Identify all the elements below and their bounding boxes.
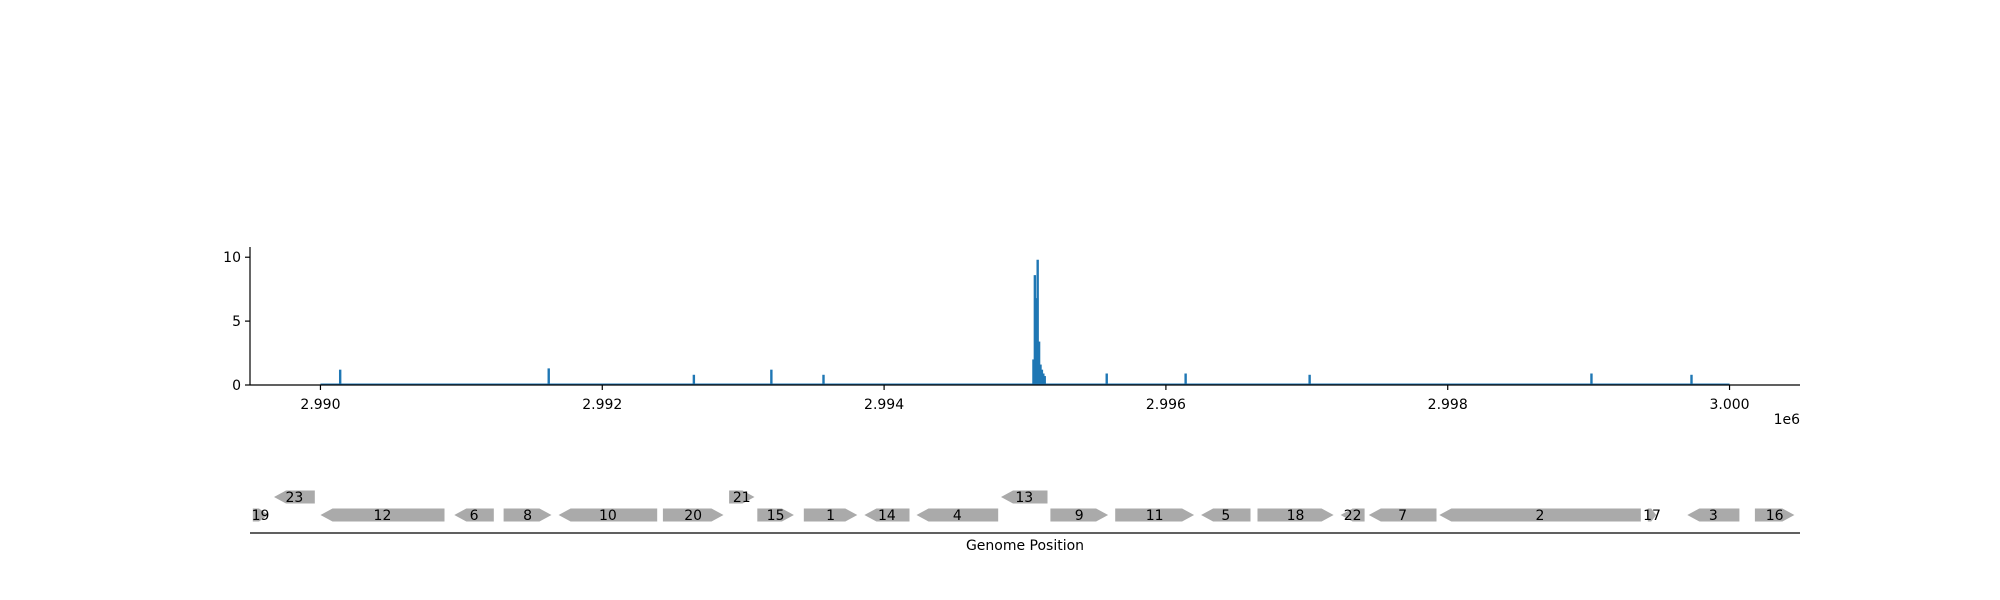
x-tick-label: 3.000: [1709, 397, 1749, 413]
gene-label: 5: [1221, 508, 1230, 524]
gene-label: 12: [374, 508, 392, 524]
gene-label: 17: [1643, 508, 1661, 524]
gene-arrow: [1368, 508, 1437, 522]
gene-feature: 23: [274, 490, 315, 506]
gene-label: 22: [1344, 508, 1362, 524]
gene-feature: 11: [1115, 508, 1195, 524]
y-tick-label: 5: [232, 314, 241, 330]
gene-feature: 21: [729, 490, 755, 506]
gene-arrow: [864, 508, 910, 522]
gene-feature: 22: [1340, 508, 1365, 524]
gene-feature: 18: [1257, 508, 1334, 524]
gene-arrow: [1647, 508, 1657, 522]
gene-arrow: [1439, 508, 1641, 522]
x-tick-label: 2.992: [582, 397, 622, 413]
gene-feature: 1: [803, 508, 858, 524]
gene-label: 1: [826, 508, 835, 524]
gene-label: 23: [285, 490, 303, 506]
gene-feature: 7: [1368, 508, 1437, 524]
gene-arrow: [1115, 508, 1195, 522]
gene-label: 16: [1766, 508, 1784, 524]
gene-feature: 8: [503, 508, 552, 524]
gene-feature: 3: [1687, 508, 1740, 524]
x-tick-label: 2.996: [1146, 397, 1186, 413]
y-tick-label: 10: [223, 250, 241, 266]
gene-features: 19 12 6 8 10 20 15 1 14 4 9 11 5 18 22 7 2 17 3 16 23 21 13: [252, 490, 1795, 524]
gene-label: 10: [599, 508, 617, 524]
gene-label: 6: [470, 508, 479, 524]
gene-feature: 15: [757, 508, 794, 524]
gene-label: 15: [767, 508, 785, 524]
gene-label: 19: [252, 508, 270, 524]
gene-feature: 17: [1643, 508, 1661, 524]
y-tick-label: 0: [232, 378, 241, 394]
gene-map: 19 12 6 8 10 20 15 1 14 4 9 11 5 18 22 7 2 17 3 16 23 21 13 Ge…: [250, 490, 1800, 554]
coverage-chart: 0 5 10 2.990 2.992 2.994 2.996 2.998 3.000 1e6: [223, 247, 1800, 428]
gene-arrow: [558, 508, 658, 522]
gene-arrow: [729, 490, 755, 504]
gene-label: 13: [1015, 490, 1033, 506]
gene-label: 20: [684, 508, 702, 524]
gene-arrow: [252, 508, 269, 522]
gene-label: 8: [523, 508, 532, 524]
gene-arrow: [1257, 508, 1334, 522]
gene-label: 7: [1398, 508, 1407, 524]
gene-arrow: [320, 508, 445, 522]
gene-arrow: [1050, 508, 1109, 522]
gene-arrow: [503, 508, 552, 522]
gene-arrow: [1201, 508, 1251, 522]
gene-label: 2: [1536, 508, 1545, 524]
gene-feature: 20: [662, 508, 724, 524]
x-tick-label: 2.994: [864, 397, 904, 413]
gene-label: 3: [1709, 508, 1718, 524]
x-axis: 2.990 2.992 2.994 2.996 2.998 3.000: [250, 384, 1800, 413]
gene-arrow: [662, 508, 724, 522]
gene-arrow: [1001, 490, 1048, 504]
gene-feature: 13: [1001, 490, 1048, 506]
gene-arrow: [803, 508, 858, 522]
gene-map-axis-title: Genome Position: [966, 538, 1084, 554]
gene-feature: 9: [1050, 508, 1109, 524]
gene-label: 18: [1287, 508, 1305, 524]
gene-feature: 6: [454, 508, 494, 524]
gene-feature: 10: [558, 508, 658, 524]
gene-label: 14: [878, 508, 896, 524]
gene-arrow: [916, 508, 999, 522]
gene-feature: 14: [864, 508, 910, 524]
gene-arrow: [454, 508, 494, 522]
gene-label: 21: [733, 490, 751, 506]
gene-label: 11: [1146, 508, 1164, 524]
gene-feature: 12: [320, 508, 445, 524]
x-tick-label: 2.990: [300, 397, 340, 413]
gene-label: 9: [1075, 508, 1084, 524]
gene-feature: 19: [252, 508, 270, 524]
y-axis: 0 5 10: [223, 247, 251, 394]
x-tick-label: 2.998: [1428, 397, 1468, 413]
gene-arrow: [1687, 508, 1740, 522]
gene-feature: 2: [1439, 508, 1641, 524]
gene-arrow: [274, 490, 315, 504]
coverage-bars: [320, 259, 1730, 386]
gene-arrow: [1340, 508, 1365, 522]
gene-feature: 5: [1201, 508, 1251, 524]
gene-arrow: [757, 508, 794, 522]
gene-label: 4: [953, 508, 962, 524]
gene-arrow: [1754, 508, 1795, 522]
x-axis-offset-label: 1e6: [1774, 412, 1801, 428]
gene-feature: 4: [916, 508, 999, 524]
gene-feature: 16: [1754, 508, 1795, 524]
